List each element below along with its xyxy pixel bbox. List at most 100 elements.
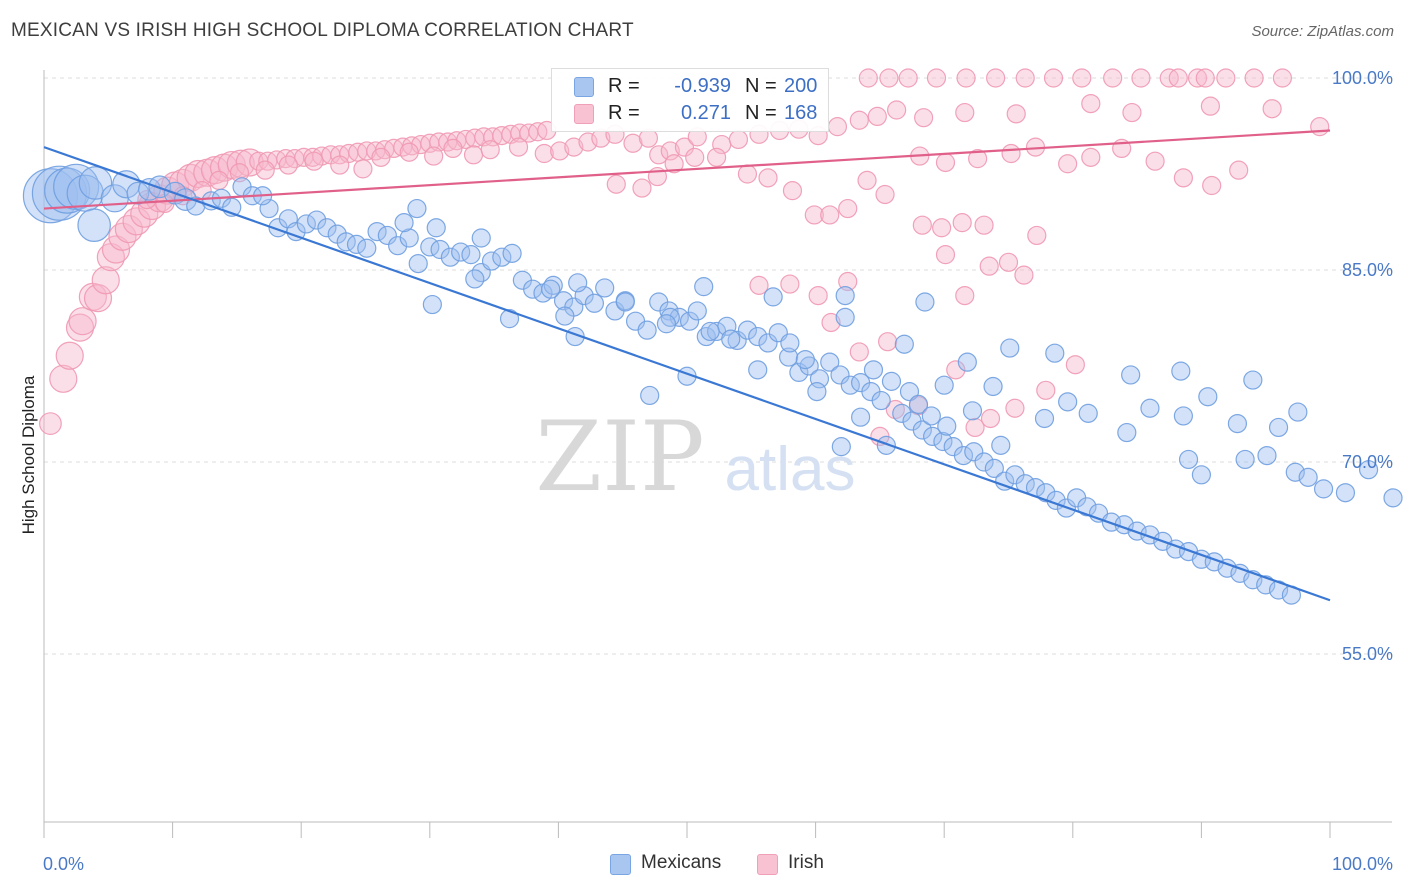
irish-point (217, 150, 246, 180)
mexican-point (595, 278, 615, 298)
mexican-point (640, 385, 660, 406)
irish-point (849, 110, 869, 130)
mexican-point (1358, 460, 1379, 480)
mexican-point (934, 375, 954, 395)
legend-label-irish: Irish (788, 852, 824, 873)
mexican-point (1178, 449, 1199, 470)
legend-n-value: 168 (784, 102, 818, 124)
mexican-point (892, 403, 912, 423)
mexican-point (1034, 408, 1055, 429)
legend-n-label: N = (745, 102, 777, 124)
irish-point (1200, 96, 1221, 116)
mexican-point (1000, 338, 1020, 358)
mexican-point (1235, 449, 1255, 470)
irish-point (1058, 154, 1078, 174)
mexican-point (881, 371, 902, 391)
mexican-point (568, 273, 588, 293)
legend-r-label: R = (608, 75, 640, 97)
irish-point (1262, 99, 1282, 119)
source-note: Source: ZipAtlas.com (1251, 23, 1394, 40)
mexican-point (1140, 398, 1160, 418)
irish-point (1027, 225, 1047, 246)
irish-point (674, 137, 695, 157)
irish-point (804, 205, 824, 225)
irish-point (1195, 68, 1215, 88)
x-tick-label: 100.0% (1332, 854, 1393, 874)
irish-point (1001, 143, 1021, 164)
irish-point (1145, 151, 1165, 171)
irish-point (1173, 168, 1193, 188)
irish-point (255, 160, 275, 180)
mexican-point (296, 214, 316, 234)
irish-point (782, 181, 803, 201)
mexican-point (984, 458, 1004, 478)
irish-point (849, 342, 869, 362)
irish-point (875, 184, 895, 205)
mexican-point (1078, 403, 1098, 423)
irish-point (737, 164, 758, 184)
mexican-point (964, 442, 984, 462)
irish-point (1216, 68, 1236, 88)
irish-point (926, 68, 947, 88)
irish-point (278, 155, 298, 175)
watermark-atlas: atlas (725, 435, 856, 504)
mexican-point (995, 471, 1015, 491)
irish-point (952, 213, 972, 233)
legend-n-label: N = (745, 75, 777, 97)
mexican-point (399, 228, 419, 248)
irish-point (827, 117, 848, 137)
irish-point (838, 271, 858, 292)
x-tick-label: 0.0% (43, 854, 84, 874)
irish-point (685, 147, 705, 167)
irish-point (632, 178, 652, 198)
mexican-point (1173, 406, 1193, 426)
mexican-point (937, 416, 957, 436)
mexican-point (1243, 370, 1263, 390)
irish-point (808, 286, 828, 306)
legend-n-value: 200 (784, 75, 818, 97)
mexican-point (1198, 387, 1218, 407)
watermark: ZIP atlas (535, 401, 855, 513)
irish-point (980, 408, 1001, 429)
irish-point (1005, 398, 1025, 418)
irish-point (1272, 68, 1293, 88)
legend: R = -0.939 N = 200 R = 0.271 N = 168 (551, 68, 829, 132)
mexican-point (871, 390, 891, 411)
mexican-point (553, 291, 574, 311)
mexican-point (831, 437, 851, 457)
irish-point (91, 266, 120, 295)
y-tick-label: 85.0% (1342, 260, 1393, 280)
irish-point (1103, 68, 1123, 88)
mexican-point (1058, 392, 1078, 412)
mexican-point (430, 239, 450, 260)
mexican-point (915, 292, 935, 312)
irish-point (1122, 102, 1142, 123)
irish-point (706, 147, 727, 167)
mexican-point (807, 382, 827, 402)
irish-point (443, 138, 463, 158)
mexican-point (700, 321, 720, 342)
mexican-point (835, 286, 855, 306)
mexican-point (394, 213, 414, 233)
irish-point (122, 207, 151, 236)
irish-point (660, 141, 680, 161)
mexican-point (983, 376, 1003, 397)
mexican-point (1288, 402, 1308, 422)
mexican-point (721, 329, 741, 349)
irish-point (209, 170, 229, 190)
irish-point (1187, 68, 1208, 88)
mexican-point (933, 431, 953, 452)
irish-point (857, 170, 877, 190)
mexican-point (499, 309, 520, 329)
mexican-point (407, 198, 427, 219)
legend-label-mexicans: Mexicans (641, 852, 722, 873)
irish-points (39, 68, 1330, 446)
mexican-point (426, 218, 446, 238)
axes (43, 70, 1392, 838)
irish-point (780, 274, 800, 294)
mexican-point (1298, 467, 1318, 487)
mexican-point (22, 168, 79, 224)
irish-point (979, 256, 999, 276)
y-axis-label: High School Diploma (19, 375, 38, 534)
